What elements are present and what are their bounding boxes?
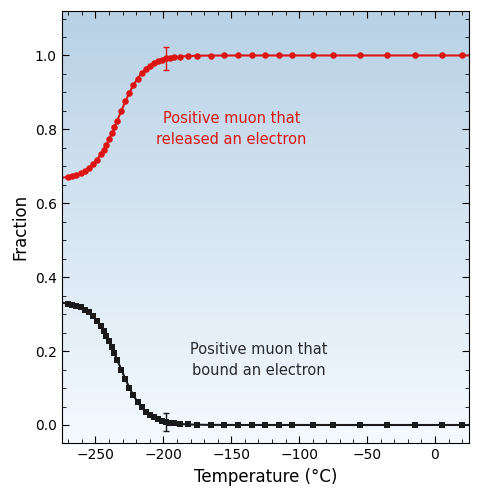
Point <box>170 53 178 61</box>
Point <box>184 52 192 60</box>
Point <box>134 398 142 406</box>
Point <box>85 308 93 316</box>
Point <box>146 411 154 419</box>
Point <box>130 392 137 400</box>
Point <box>77 169 84 177</box>
Point <box>411 52 419 60</box>
Point <box>234 421 242 429</box>
Point <box>111 123 119 131</box>
Point <box>170 419 178 427</box>
Point <box>262 52 269 60</box>
Point <box>248 421 255 429</box>
Point <box>438 52 445 60</box>
Point <box>458 52 466 60</box>
Point <box>121 97 129 105</box>
Point <box>162 418 170 426</box>
Point <box>150 59 158 67</box>
Point <box>158 417 166 425</box>
Text: Positive muon that
bound an electron: Positive muon that bound an electron <box>190 342 327 378</box>
Point <box>93 156 101 164</box>
Point <box>221 421 228 429</box>
Point <box>64 300 72 308</box>
Point <box>384 421 391 429</box>
Point <box>72 170 80 178</box>
Point <box>103 332 110 340</box>
Point <box>89 161 96 168</box>
Point <box>275 421 283 429</box>
Point <box>184 420 192 428</box>
Point <box>207 421 215 429</box>
Point <box>118 366 125 374</box>
Point <box>248 52 255 60</box>
Y-axis label: Fraction: Fraction <box>11 194 29 260</box>
Point <box>193 421 201 429</box>
Point <box>288 421 296 429</box>
Point <box>85 164 93 172</box>
Point <box>111 349 119 357</box>
Point <box>146 62 154 70</box>
Point <box>81 167 88 175</box>
X-axis label: Temperature (°C): Temperature (°C) <box>193 468 337 486</box>
Point <box>438 421 445 429</box>
Point <box>142 65 150 73</box>
Point <box>134 75 142 83</box>
Point <box>458 421 466 429</box>
Point <box>69 301 76 309</box>
Point <box>93 317 101 325</box>
Point <box>108 343 116 351</box>
Point <box>103 141 110 149</box>
Point <box>158 56 166 64</box>
Point <box>262 421 269 429</box>
Point <box>81 306 88 314</box>
Point <box>89 312 96 320</box>
Point <box>142 408 150 415</box>
Point <box>126 89 133 97</box>
Point <box>176 420 183 428</box>
Point <box>309 52 317 60</box>
Text: Positive muon that
released an electron: Positive muon that released an electron <box>156 111 306 148</box>
Point <box>176 53 183 61</box>
Point <box>138 403 145 411</box>
Point <box>162 55 170 63</box>
Point <box>126 384 133 392</box>
Point <box>69 172 76 180</box>
Point <box>309 421 317 429</box>
Point <box>207 52 215 60</box>
Point <box>105 135 113 143</box>
Point <box>329 421 337 429</box>
Point <box>357 52 364 60</box>
Point <box>150 414 158 421</box>
Point <box>166 54 174 62</box>
Point <box>130 81 137 89</box>
Point <box>193 52 201 60</box>
Point <box>100 146 108 154</box>
Point <box>329 52 337 60</box>
Point <box>357 421 364 429</box>
Point <box>121 375 129 383</box>
Point <box>384 52 391 60</box>
Point <box>105 337 113 345</box>
Point <box>166 419 174 427</box>
Point <box>221 52 228 60</box>
Point <box>64 173 72 181</box>
Point <box>72 302 80 310</box>
Point <box>275 52 283 60</box>
Point <box>77 303 84 311</box>
Point <box>118 107 125 115</box>
Point <box>97 323 105 331</box>
Point <box>154 57 162 65</box>
Point <box>234 52 242 60</box>
Point <box>113 117 121 125</box>
Point <box>100 327 108 335</box>
Point <box>138 69 145 77</box>
Point <box>411 421 419 429</box>
Point <box>113 356 121 364</box>
Point <box>288 52 296 60</box>
Point <box>97 150 105 158</box>
Point <box>108 129 116 137</box>
Point <box>154 415 162 423</box>
